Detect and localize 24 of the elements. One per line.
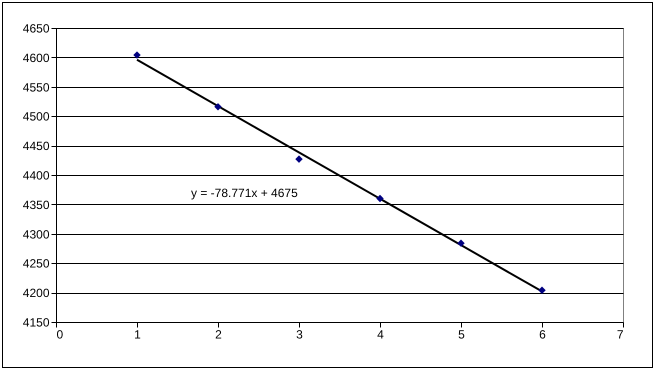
y-tick-label: 4450 — [22, 139, 50, 154]
x-tick-label: 0 — [56, 328, 64, 342]
y-tick-label: 4200 — [22, 286, 50, 300]
point — [295, 155, 303, 163]
point — [376, 194, 384, 202]
y-tick-label: 4550 — [22, 80, 50, 94]
x-tick-label: 7 — [616, 328, 624, 342]
annotation: y = -78.771x + 4675 — [191, 186, 298, 200]
y-tick-label: 4500 — [22, 110, 50, 124]
x-tick-label: 3 — [296, 328, 304, 342]
y-tick-label: 4150 — [22, 316, 50, 330]
x-tick-label: 6 — [539, 328, 546, 342]
point — [133, 51, 141, 59]
y-tick-label: 4250 — [22, 256, 50, 271]
y-tick-label: 4350 — [22, 198, 50, 212]
y-tick-label: 4650 — [22, 22, 50, 36]
y-tick-label: 4600 — [22, 50, 50, 65]
x-tick-label: 1 — [134, 328, 142, 342]
x-tick-label: 4 — [377, 328, 384, 342]
x-tick-label: 5 — [458, 328, 466, 342]
y-tick-label: 4400 — [22, 168, 50, 182]
point — [457, 240, 465, 247]
x-tick-label: 2 — [215, 328, 222, 342]
y-tick-label: 4300 — [22, 227, 50, 242]
